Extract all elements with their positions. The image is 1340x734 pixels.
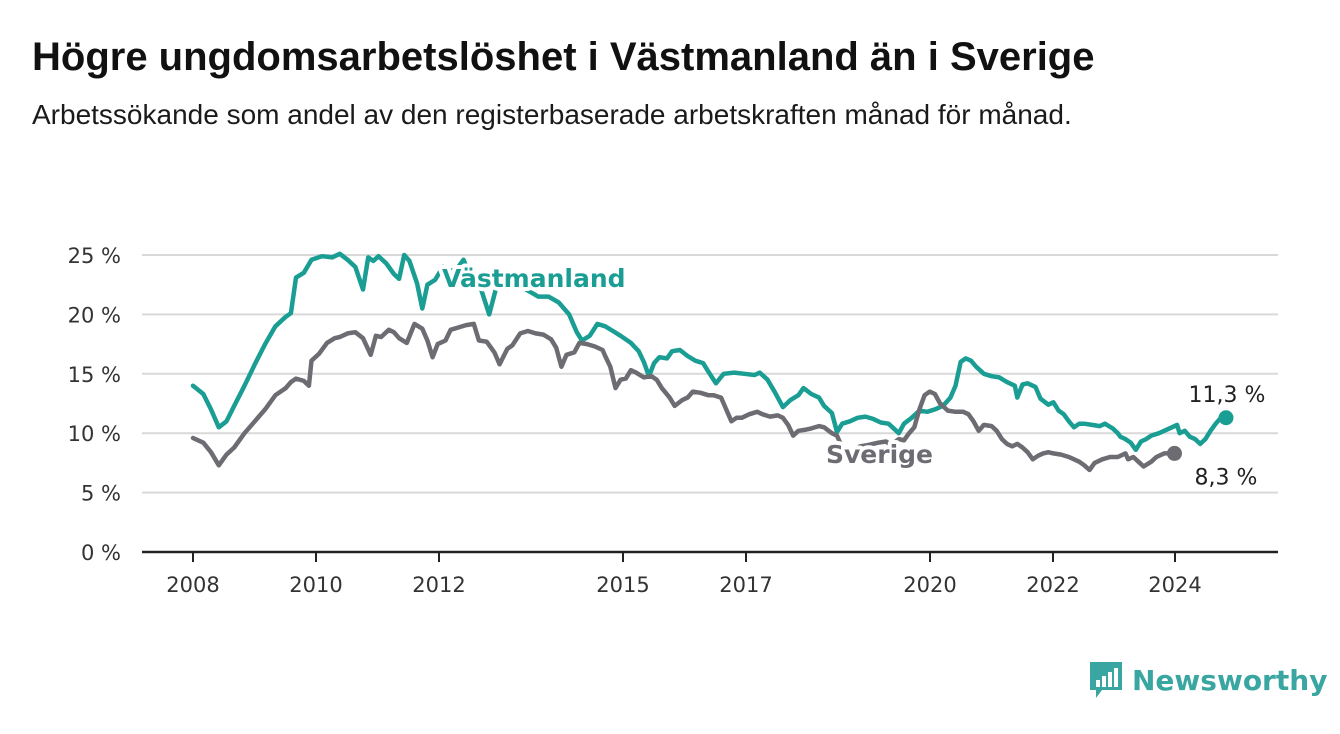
y-tick-label: 10 % bbox=[68, 422, 121, 446]
grid-lines bbox=[142, 254, 1278, 554]
y-axis-ticks: 0 % 5 % 10 % 15 % 20 % 25 % bbox=[68, 244, 121, 565]
end-label: 11,3 % bbox=[1189, 383, 1266, 408]
x-axis-ticks: 2008 2010 2012 2015 2017 2020 2022 2024 bbox=[166, 552, 1202, 597]
series-label-vastmanland: Västmanland bbox=[442, 264, 626, 293]
y-tick-label: 15 % bbox=[68, 363, 121, 387]
y-tick-label: 0 % bbox=[81, 541, 121, 565]
y-tick-label: 25 % bbox=[68, 244, 121, 268]
end-dot bbox=[1166, 445, 1182, 461]
series-label-vastmanland-halo: Västmanland bbox=[442, 264, 626, 293]
x-tick-label: 2020 bbox=[903, 573, 956, 597]
bar-chart-icon bbox=[1090, 662, 1122, 698]
x-tick-label: 2008 bbox=[166, 573, 219, 597]
x-tick-label: 2017 bbox=[719, 573, 772, 597]
y-tick-label: 5 % bbox=[81, 482, 121, 506]
series-label-sverige: Sverige bbox=[826, 440, 933, 469]
page-title: Högre ungdomsarbetslöshet i Västmanland … bbox=[32, 35, 1095, 79]
series-line-sverige- bbox=[842, 389, 1177, 473]
end-label: 8,3 % bbox=[1195, 465, 1258, 490]
x-tick-label: 2022 bbox=[1026, 573, 1079, 597]
series-line-sverige bbox=[190, 321, 847, 468]
brand-name: Newsworthy bbox=[1132, 663, 1328, 697]
x-tick-label: 2010 bbox=[289, 573, 342, 597]
y-tick-label: 20 % bbox=[68, 303, 121, 327]
series-line-västmanland bbox=[190, 251, 1229, 453]
x-tick-label: 2024 bbox=[1148, 573, 1201, 597]
end-dot bbox=[1218, 410, 1234, 426]
newsworthy-brand: Newsworthy bbox=[1088, 660, 1327, 700]
series-labels: 11,3 %8,3 %VästmanlandVästmanlandSverige… bbox=[438, 260, 1266, 490]
series-label-sverige-halo: Sverige bbox=[826, 440, 933, 469]
x-tick-label: 2012 bbox=[412, 573, 465, 597]
page-subtitle: Arbetssökande som andel av den registerb… bbox=[32, 99, 1072, 130]
x-tick-label: 2015 bbox=[596, 573, 649, 597]
series-lines bbox=[190, 251, 1229, 473]
